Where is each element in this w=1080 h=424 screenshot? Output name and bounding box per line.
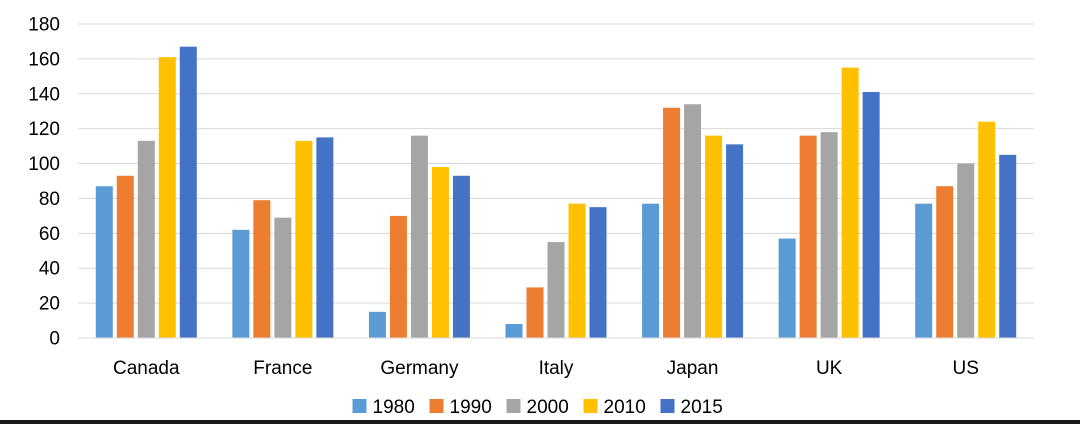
- y-tick-label: 20: [39, 294, 60, 315]
- bar-italy-1980: [505, 324, 523, 338]
- bar-germany-2010: [431, 167, 449, 338]
- y-tick-label: 80: [39, 189, 60, 210]
- legend-item-2000: 2000: [506, 397, 569, 418]
- bar-japan-1980: [642, 203, 660, 338]
- x-tick-label: Canada: [113, 358, 180, 379]
- legend-label: 2015: [681, 397, 723, 418]
- bar-germany-2000: [410, 135, 428, 338]
- bar-canada-1990: [116, 175, 134, 338]
- bar-uk-1990: [799, 135, 817, 338]
- x-axis-tick-labels: Canada France Germany Italy Japan UK US: [113, 358, 979, 379]
- legend-item-1990: 1990: [429, 397, 492, 418]
- bar-canada-1980: [95, 186, 113, 338]
- bar-us-2015: [999, 154, 1017, 338]
- bar-japan-2015: [726, 144, 744, 338]
- legend-label: 2010: [604, 397, 646, 418]
- y-tick-label: 60: [39, 224, 60, 245]
- bar-canada-2000: [137, 140, 155, 338]
- x-tick-label: Germany: [380, 358, 459, 379]
- y-tick-label: 160: [28, 49, 60, 70]
- legend-swatch: [660, 399, 675, 413]
- bar-uk-2000: [820, 132, 838, 338]
- bars: [95, 46, 1017, 339]
- legend-item-2015: 2015: [660, 397, 723, 418]
- legend-swatch: [352, 399, 367, 413]
- y-tick-label: 40: [39, 259, 60, 280]
- bar-japan-2000: [684, 104, 702, 338]
- bar-france-2000: [274, 217, 292, 338]
- legend-label: 1980: [373, 397, 415, 418]
- bar-italy-2015: [589, 207, 607, 338]
- bar-france-2015: [316, 137, 334, 338]
- bar-france-1980: [232, 229, 250, 338]
- bar-germany-1990: [389, 215, 407, 338]
- legend-swatch: [429, 399, 444, 413]
- y-axis-tick-labels: 0 20 40 60 80 100 120 140 160 180: [28, 15, 60, 350]
- legend: 1980 1990 2000 2010 2015: [352, 397, 723, 418]
- y-tick-label: 140: [28, 84, 60, 105]
- x-tick-label: Japan: [667, 358, 719, 379]
- y-tick-label: 100: [28, 154, 60, 175]
- bar-japan-1990: [663, 107, 681, 338]
- bar-canada-2015: [179, 46, 197, 339]
- y-tick-label: 0: [49, 329, 60, 350]
- bar-japan-2010: [705, 135, 723, 338]
- bar-uk-2010: [841, 67, 859, 338]
- bar-italy-2010: [568, 203, 586, 338]
- bar-us-1980: [915, 203, 933, 338]
- legend-item-2010: 2010: [583, 397, 646, 418]
- bottom-divider: [0, 420, 1080, 424]
- bar-uk-2015: [862, 92, 880, 339]
- x-tick-label: US: [953, 358, 979, 379]
- bar-france-1990: [253, 200, 271, 338]
- bar-france-2010: [295, 140, 313, 338]
- x-tick-label: France: [253, 358, 312, 379]
- legend-label: 2000: [527, 397, 569, 418]
- legend-swatch: [506, 399, 521, 413]
- bar-us-2010: [978, 121, 996, 338]
- x-tick-label: UK: [816, 358, 843, 379]
- legend-swatch: [583, 399, 598, 413]
- bar-italy-1990: [526, 287, 544, 338]
- bar-us-2000: [957, 163, 975, 338]
- bar-uk-1980: [778, 238, 796, 338]
- x-tick-label: Italy: [539, 358, 574, 379]
- bar-canada-2010: [158, 57, 176, 339]
- bar-us-1990: [936, 186, 954, 338]
- bar-germany-2015: [452, 175, 470, 338]
- bar-germany-1980: [368, 311, 386, 338]
- legend-item-1980: 1980: [352, 397, 415, 418]
- bar-italy-2000: [547, 242, 565, 338]
- y-tick-label: 120: [28, 119, 60, 140]
- legend-label: 1990: [450, 397, 492, 418]
- y-tick-label: 180: [28, 15, 60, 36]
